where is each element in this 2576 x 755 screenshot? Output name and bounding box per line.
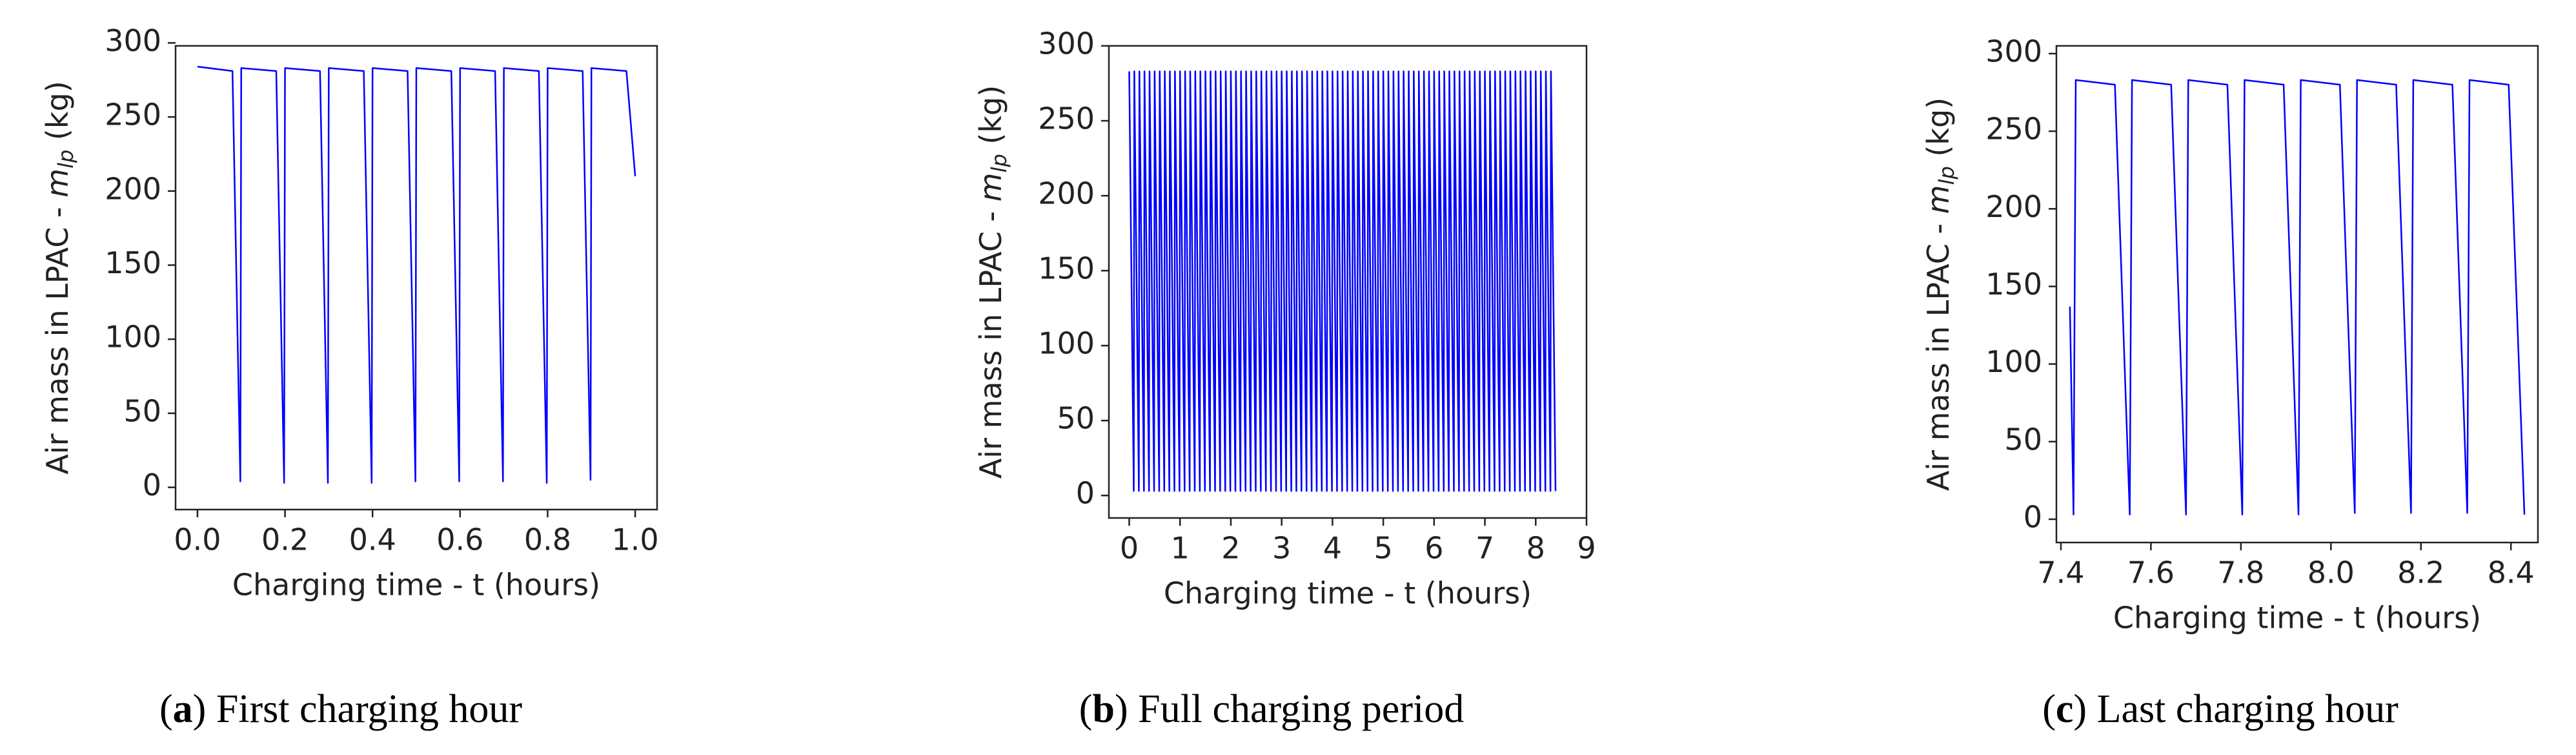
x-tick-label: 0.4 xyxy=(349,522,396,557)
y-label-unit: (kg) xyxy=(1921,98,1956,166)
y-tick-label: 100 xyxy=(1985,344,2042,379)
y-label-unit: (kg) xyxy=(40,81,75,149)
x-tick-label: 0.0 xyxy=(174,522,221,557)
x-tick-label: 7 xyxy=(1476,531,1494,566)
data-line xyxy=(197,65,636,484)
y-tick-label: 300 xyxy=(1985,34,2042,69)
y-axis-label: Air mass in LPAC - mlp (kg) xyxy=(40,81,79,474)
y-label-text: Air mass in LPAC - xyxy=(40,198,75,475)
data-line xyxy=(1128,70,1557,492)
y-tick-label: 150 xyxy=(1038,251,1095,286)
caption-open: ( xyxy=(2042,687,2056,731)
x-tick-label: 4 xyxy=(1323,531,1342,566)
y-tick-label: 100 xyxy=(105,320,161,355)
y-tick-label: 200 xyxy=(105,171,161,206)
caption: (b) Full charging period xyxy=(1079,687,1464,731)
y-tick-label: 250 xyxy=(1038,101,1095,136)
x-axis-label: Charging time - t (hours) xyxy=(232,568,600,603)
y-tick-label: 150 xyxy=(1985,267,2042,302)
x-tick-label: 1.0 xyxy=(612,522,659,557)
x-tick-label: 8.0 xyxy=(2307,555,2355,590)
y-tick-label: 300 xyxy=(105,23,161,58)
y-tick-label: 200 xyxy=(1985,189,2042,224)
caption-text: ) Full charging period xyxy=(1115,687,1464,731)
x-tick-label: 7.6 xyxy=(2127,555,2175,590)
x-tick-label: 0 xyxy=(1120,531,1139,566)
y-label-unit: (kg) xyxy=(973,85,1008,154)
x-tick-label: 8.2 xyxy=(2397,555,2444,590)
y-axis-label: Air mass in LPAC - mlp (kg) xyxy=(973,85,1012,479)
x-tick-label: 9 xyxy=(1577,531,1596,566)
caption: (a) First charging hour xyxy=(159,687,522,731)
x-tick-label: 8 xyxy=(1526,531,1545,566)
y-tick-label: 0 xyxy=(143,468,161,502)
y-label-symbol: m xyxy=(1921,185,1956,214)
x-tick-label: 0.2 xyxy=(261,522,309,557)
x-axis-label: Charging time - t (hours) xyxy=(2113,601,2481,636)
x-tick-label: 7.4 xyxy=(2037,555,2084,590)
x-tick-label: 8.4 xyxy=(2488,555,2535,590)
y-tick-label: 300 xyxy=(1038,26,1095,61)
axes-frame xyxy=(174,45,658,511)
caption: (c) Last charging hour xyxy=(2042,687,2399,731)
x-tick-label: 5 xyxy=(1374,531,1392,566)
caption-open: ( xyxy=(1079,687,1093,731)
caption-open: ( xyxy=(159,687,173,731)
x-tick-label: 3 xyxy=(1272,531,1291,566)
caption-label: c xyxy=(2056,687,2074,731)
x-tick-label: 7.8 xyxy=(2217,555,2264,590)
y-label-text: Air mass in LPAC - xyxy=(1921,214,1956,491)
y-tick-label: 0 xyxy=(2023,499,2042,534)
y-axis-label: Air mass in LPAC - mlp (kg) xyxy=(1921,98,1960,491)
y-label-subscript: lp xyxy=(54,150,78,169)
y-tick-label: 250 xyxy=(1985,112,2042,147)
y-tick-label: 250 xyxy=(105,98,161,132)
y-tick-label: 200 xyxy=(1038,176,1095,211)
y-tick-label: 150 xyxy=(105,245,161,280)
x-tick-label: 1 xyxy=(1171,531,1190,566)
data-line xyxy=(2069,79,2526,515)
caption-label: a xyxy=(173,687,193,731)
x-tick-label: 6 xyxy=(1425,531,1443,566)
y-label-symbol: m xyxy=(973,172,1008,202)
x-tick-label: 2 xyxy=(1221,531,1240,566)
y-tick-label: 50 xyxy=(123,393,161,428)
x-axis-label: Charging time - t (hours) xyxy=(1164,576,1532,611)
y-tick-label: 50 xyxy=(1057,401,1095,436)
y-tick-label: 0 xyxy=(1076,476,1095,511)
y-label-text: Air mass in LPAC - xyxy=(973,202,1008,479)
axes-frame xyxy=(1108,45,1588,519)
y-label-symbol: m xyxy=(40,169,75,198)
axes-frame xyxy=(2055,45,2539,544)
caption-label: b xyxy=(1092,687,1114,731)
caption-text: ) First charging hour xyxy=(193,687,523,731)
y-label-subscript: lp xyxy=(987,154,1011,172)
y-tick-label: 50 xyxy=(2004,422,2042,457)
x-tick-label: 0.8 xyxy=(524,522,571,557)
caption-text: ) Last charging hour xyxy=(2073,687,2399,731)
x-tick-label: 0.6 xyxy=(436,522,483,557)
y-label-subscript: lp xyxy=(1934,166,1959,185)
y-tick-label: 100 xyxy=(1038,326,1095,361)
